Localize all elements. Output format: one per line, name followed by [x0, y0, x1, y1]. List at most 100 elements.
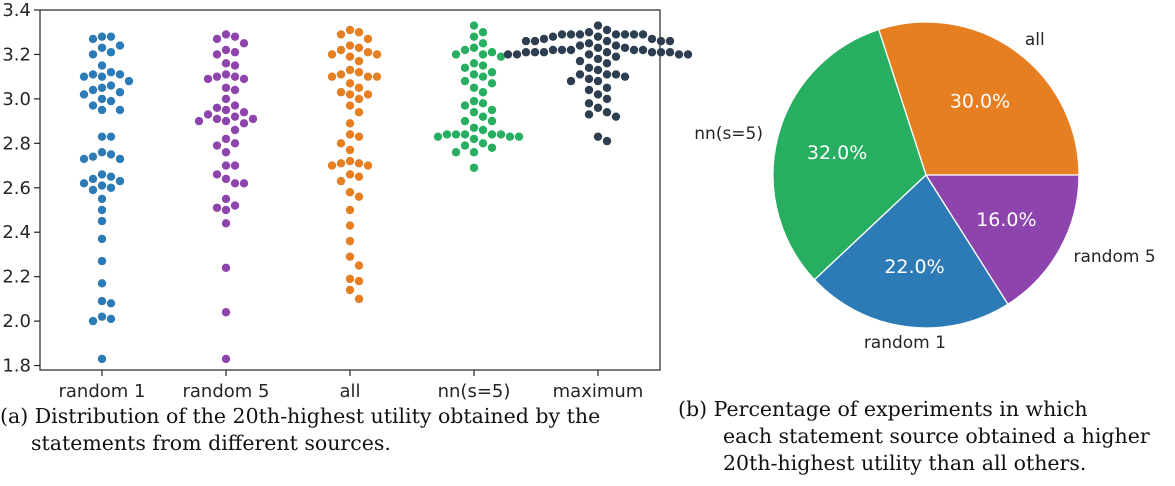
swarm-point — [79, 179, 89, 188]
swarm-point — [584, 50, 594, 59]
swarm-points — [79, 21, 693, 364]
swarm-point — [230, 112, 240, 121]
swarm-point — [106, 314, 116, 324]
pie-slice-labels: all nn(s=5) random 1 random 5 — [694, 30, 1155, 353]
swarm-point — [530, 48, 540, 57]
swarm-point — [478, 112, 488, 121]
swarm-point — [478, 88, 488, 97]
swarm-point — [212, 34, 222, 44]
swarm-point — [469, 21, 479, 30]
y-tick-label: 2.8 — [2, 133, 31, 154]
swarm-point — [327, 161, 337, 170]
swarm-point — [345, 156, 355, 166]
swarm-point — [620, 43, 630, 52]
swarm-point — [478, 50, 488, 59]
swarm-point — [478, 61, 488, 70]
swarm-point — [478, 125, 488, 135]
swarm-point — [230, 201, 240, 210]
swarm-point — [674, 50, 684, 59]
swarm-point — [97, 61, 107, 70]
swarm-point — [221, 116, 231, 126]
swarm-point — [345, 25, 355, 35]
swarm-point — [97, 83, 107, 92]
swarm-point — [345, 65, 355, 75]
pie-slice — [813, 173, 1009, 329]
swarm-point — [212, 72, 222, 81]
swarm-point — [354, 276, 364, 286]
swarm-point — [115, 105, 125, 115]
swarm-point — [487, 143, 497, 152]
swarm-point — [106, 150, 116, 159]
swarm-point — [548, 45, 558, 55]
swarm-point — [557, 30, 567, 39]
swarm-point — [363, 161, 373, 170]
swarm-point — [354, 94, 364, 104]
swarm-point — [336, 30, 346, 39]
swarm-point — [611, 41, 621, 50]
swarm-point — [239, 74, 249, 84]
swarm-point — [212, 203, 222, 212]
y-tick-label: 2.0 — [2, 311, 31, 332]
swarm-point — [656, 36, 666, 46]
swarm-point — [593, 76, 603, 86]
swarm-point — [336, 45, 346, 55]
swarm-point — [97, 296, 107, 306]
swarm-point — [638, 45, 648, 55]
swarm-point — [354, 261, 364, 270]
swarm-point — [593, 65, 603, 75]
swarm-point — [602, 136, 612, 146]
swarm-point — [124, 76, 134, 86]
swarm-point — [593, 103, 603, 112]
swarm-point — [345, 119, 355, 128]
pie-percent-label: 22.0% — [884, 256, 944, 278]
swarm-point — [239, 179, 249, 188]
swarm-point — [115, 154, 125, 164]
swarm-point — [79, 90, 89, 99]
swarm-point — [620, 72, 630, 81]
swarm-point — [487, 48, 497, 57]
swarm-point — [539, 34, 549, 44]
swarm-point — [221, 174, 231, 184]
swarm-point — [460, 45, 470, 55]
swarm-point — [88, 185, 98, 195]
swarm-point — [602, 94, 612, 104]
swarm-point — [566, 45, 576, 55]
swarm-point — [638, 30, 648, 39]
swarm-point — [584, 99, 594, 108]
swarm-point — [221, 308, 231, 317]
y-tick-label: 3.4 — [2, 0, 31, 21]
swarm-point — [88, 316, 98, 326]
swarm-point — [230, 72, 240, 81]
swarm-point — [469, 163, 479, 172]
pie-slice-label: all — [1025, 30, 1045, 50]
swarm-point — [97, 148, 107, 157]
swarm-point — [212, 114, 222, 124]
swarm-point — [203, 110, 213, 119]
swarm-point — [336, 139, 346, 148]
swarm-point — [345, 285, 355, 295]
swarm-point — [363, 34, 373, 44]
swarm-point — [327, 72, 337, 81]
x-tick-label: nn(s=5) — [438, 381, 511, 402]
swarm-point — [88, 152, 98, 161]
swarm-point — [469, 96, 479, 106]
x-tick-label: random 5 — [183, 381, 270, 402]
caption-b-line-3: 20th-highest utility than all others. — [723, 451, 1087, 475]
swarm-point — [656, 48, 666, 57]
swarm-point — [115, 41, 125, 50]
caption-a-line-2: statements from different sources. — [31, 431, 391, 455]
swarm-point — [345, 205, 355, 215]
swarm-point — [584, 110, 594, 119]
swarm-point — [566, 76, 576, 86]
swarm-point — [451, 50, 461, 59]
swarm-point — [230, 85, 240, 95]
swarm-point — [221, 219, 231, 228]
swarm-point — [345, 170, 355, 179]
swarm-point — [478, 72, 488, 81]
swarm-point — [460, 141, 470, 150]
x-axis: random 1 random 5 all nn(s=5) maximum — [59, 370, 643, 402]
swarm-point — [88, 50, 98, 59]
pie-percent-label: 16.0% — [976, 209, 1036, 231]
caption-b: (b) Percentage of experiments in which e… — [678, 396, 1175, 477]
swarm-point — [629, 45, 639, 55]
